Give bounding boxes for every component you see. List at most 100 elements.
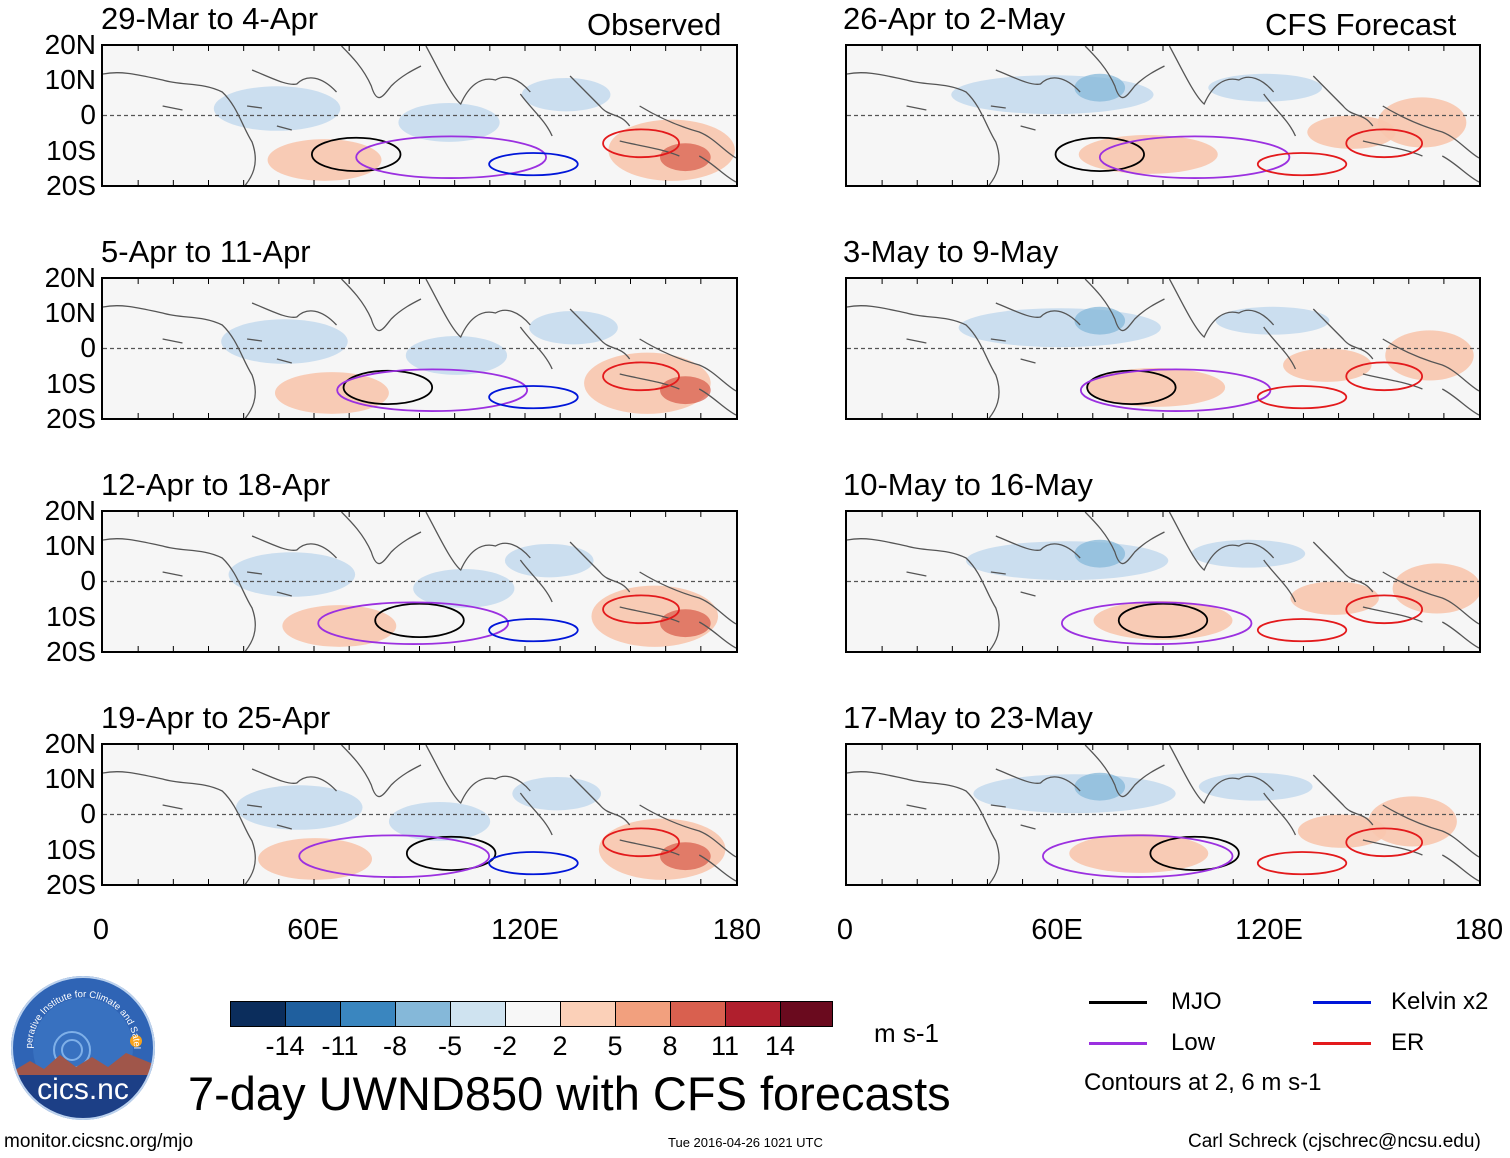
coastline [1084, 46, 1165, 99]
colorbar-box [780, 1001, 833, 1027]
lat-label: 0 [80, 332, 96, 363]
filter-contour [317, 601, 510, 645]
anomaly-shading [1307, 115, 1396, 149]
legend-line-er [1313, 1042, 1371, 1045]
coastline [1441, 155, 1479, 183]
coastline [425, 46, 531, 106]
filter-contour [488, 385, 579, 410]
coastline [569, 75, 631, 127]
coastline [847, 771, 1000, 884]
anomaly-core [660, 376, 711, 405]
anomaly-shading [1208, 73, 1323, 102]
coastline [847, 538, 1000, 651]
coastline [1312, 541, 1374, 593]
lat-label: 20N [44, 29, 96, 60]
map-graphic [103, 512, 736, 651]
filter-contour [488, 152, 579, 177]
coastline [995, 302, 1081, 326]
coastline [341, 745, 422, 798]
map-panel-observed-3 [101, 510, 738, 653]
colorbar-box [450, 1001, 506, 1027]
anomaly-shading [1290, 581, 1379, 615]
colorbar-label: 14 [764, 1031, 796, 1061]
coastline [103, 538, 256, 651]
anomaly-shading [1392, 563, 1479, 614]
filter-contour [1149, 835, 1240, 871]
footer-url[interactable]: monitor.cicsnc.org/mjo [4, 1131, 194, 1152]
coastline [569, 308, 631, 360]
coastline [1362, 140, 1423, 157]
coastline [162, 804, 292, 830]
coastline [1312, 308, 1374, 360]
filter-contour [342, 369, 434, 405]
lat-label: 20S [46, 170, 96, 201]
colorbar-label: 11 [710, 1031, 740, 1061]
coastline [906, 105, 1036, 131]
anomaly-shading [1297, 814, 1387, 848]
map-panel-observed-1 [101, 44, 738, 187]
lon-label: 0 [92, 914, 110, 946]
map-panel-forecast-1 [845, 44, 1481, 187]
anomaly-shading [274, 372, 389, 414]
map-panel-observed-4 [101, 743, 738, 886]
anomaly-shading [1086, 367, 1226, 407]
anomaly-shading [213, 86, 341, 131]
filter-contour [1345, 361, 1424, 392]
colorbar-box [230, 1001, 286, 1027]
coastline [995, 768, 1081, 792]
lat-label: 20N [44, 728, 96, 759]
coastline [1263, 326, 1297, 370]
lat-label: 20S [46, 403, 96, 434]
anomaly-shading [1377, 97, 1467, 148]
coastline [619, 140, 680, 157]
coastline [619, 839, 680, 856]
anomaly-shading [1078, 134, 1218, 174]
coastline [569, 774, 631, 826]
coastline [1382, 804, 1479, 858]
panel-title: 3-May to 9-May [843, 234, 1059, 269]
map-panel-forecast-2 [845, 277, 1481, 420]
coastline [341, 279, 422, 332]
coastline [698, 621, 736, 649]
anomaly-shading [1368, 796, 1457, 847]
colorbar-box [395, 1001, 451, 1027]
coastline [251, 535, 337, 559]
coastline [1441, 854, 1479, 882]
filter-contour [1345, 128, 1424, 159]
anomaly-shading [1385, 330, 1474, 381]
lat-label: 0 [80, 798, 96, 829]
coastline [1362, 839, 1423, 856]
lon-label: 60E [1031, 914, 1083, 946]
filter-contour [488, 618, 579, 643]
map-graphic [103, 46, 736, 185]
filter-contour [1345, 594, 1424, 625]
panel-title: 19-Apr to 25-Apr [101, 700, 331, 735]
coastline [639, 571, 736, 625]
filter-contour [602, 128, 680, 159]
anomaly-shading [221, 319, 348, 364]
filter-contour [1054, 136, 1145, 172]
coastline [1312, 774, 1374, 826]
anomaly-shading [951, 75, 1154, 115]
coastline [341, 512, 422, 565]
coastline [1263, 93, 1297, 137]
colorbar-label: -2 [492, 1031, 518, 1061]
anomaly-shading [1191, 539, 1306, 568]
coastline [1441, 621, 1479, 649]
lat-label: 10N [44, 64, 96, 95]
panel-title: 17-May to 23-May [843, 700, 1093, 735]
anomaly-shading [512, 776, 601, 811]
filter-contour [405, 835, 497, 871]
coastline [1084, 279, 1165, 332]
map-graphic [847, 46, 1479, 185]
filter-contour [602, 594, 680, 625]
coastline [995, 535, 1081, 559]
anomaly-shading [521, 77, 611, 112]
coastline [425, 745, 531, 805]
anomaly-core [1074, 73, 1126, 102]
colorbar-label: 5 [607, 1031, 623, 1061]
panel-title: 5-Apr to 11-Apr [101, 234, 311, 269]
anomaly-shading [258, 838, 373, 880]
coastline [162, 338, 292, 364]
filter-contour [1098, 135, 1291, 179]
